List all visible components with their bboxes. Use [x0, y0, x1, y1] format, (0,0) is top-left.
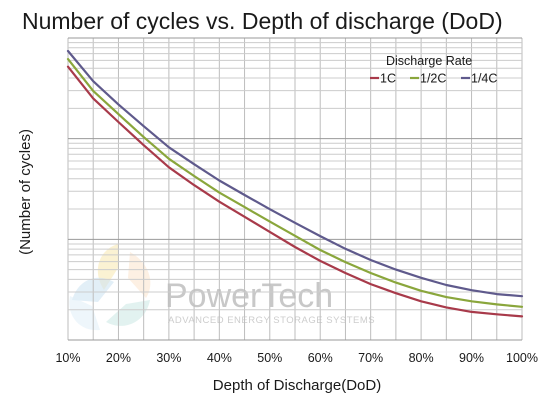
legend-items: 1C 1/2C 1/4C	[370, 72, 497, 86]
logo-petal-orange	[128, 252, 151, 298]
x-tick-label: 50%	[257, 351, 282, 365]
series-line-1-4c	[66, 49, 524, 298]
series-line-1-2c	[66, 57, 524, 308]
series-line-1c	[66, 65, 524, 318]
legend-item: 1/2C	[410, 72, 446, 86]
logo-petal-teal	[106, 300, 150, 326]
x-tick-labels: 10% 20% 30% 40% 50% 60% 70% 80% 90% 100%	[55, 351, 538, 365]
x-tick-label: 30%	[156, 351, 181, 365]
x-tick-label: 100%	[506, 351, 538, 365]
series-lines	[66, 49, 524, 318]
x-tick-label: 70%	[358, 351, 383, 365]
watermark-tagline: ADVANCED ENERGY STORAGE SYSTEMS	[168, 315, 375, 326]
legend-item: 1C	[370, 72, 396, 86]
y-axis-label: (Number of cycles)	[17, 129, 34, 255]
grid	[67, 37, 523, 341]
x-tick-label: 80%	[409, 351, 434, 365]
x-tick-label: 60%	[308, 351, 333, 365]
legend-label: 1/4C	[471, 72, 497, 86]
x-tick-label: 90%	[459, 351, 484, 365]
x-tick-label: 40%	[207, 351, 232, 365]
x-axis-label: Depth of Discharge(DoD)	[213, 377, 381, 394]
legend-label: 1C	[380, 72, 396, 86]
legend: Discharge Rate 1C 1/2C 1/4C	[370, 54, 497, 86]
legend-title: Discharge Rate	[386, 54, 472, 68]
x-tick-label: 10%	[55, 351, 80, 365]
chart-title: Number of cycles vs. Depth of discharge …	[22, 8, 503, 34]
watermark-brand: PowerTech	[165, 277, 333, 315]
logo-petal-light-blue	[69, 296, 100, 331]
legend-item: 1/4C	[461, 72, 497, 86]
legend-label: 1/2C	[420, 72, 446, 86]
x-tick-label: 20%	[106, 351, 131, 365]
logo-petal-yellow	[97, 244, 118, 290]
watermark-logo	[69, 244, 151, 331]
